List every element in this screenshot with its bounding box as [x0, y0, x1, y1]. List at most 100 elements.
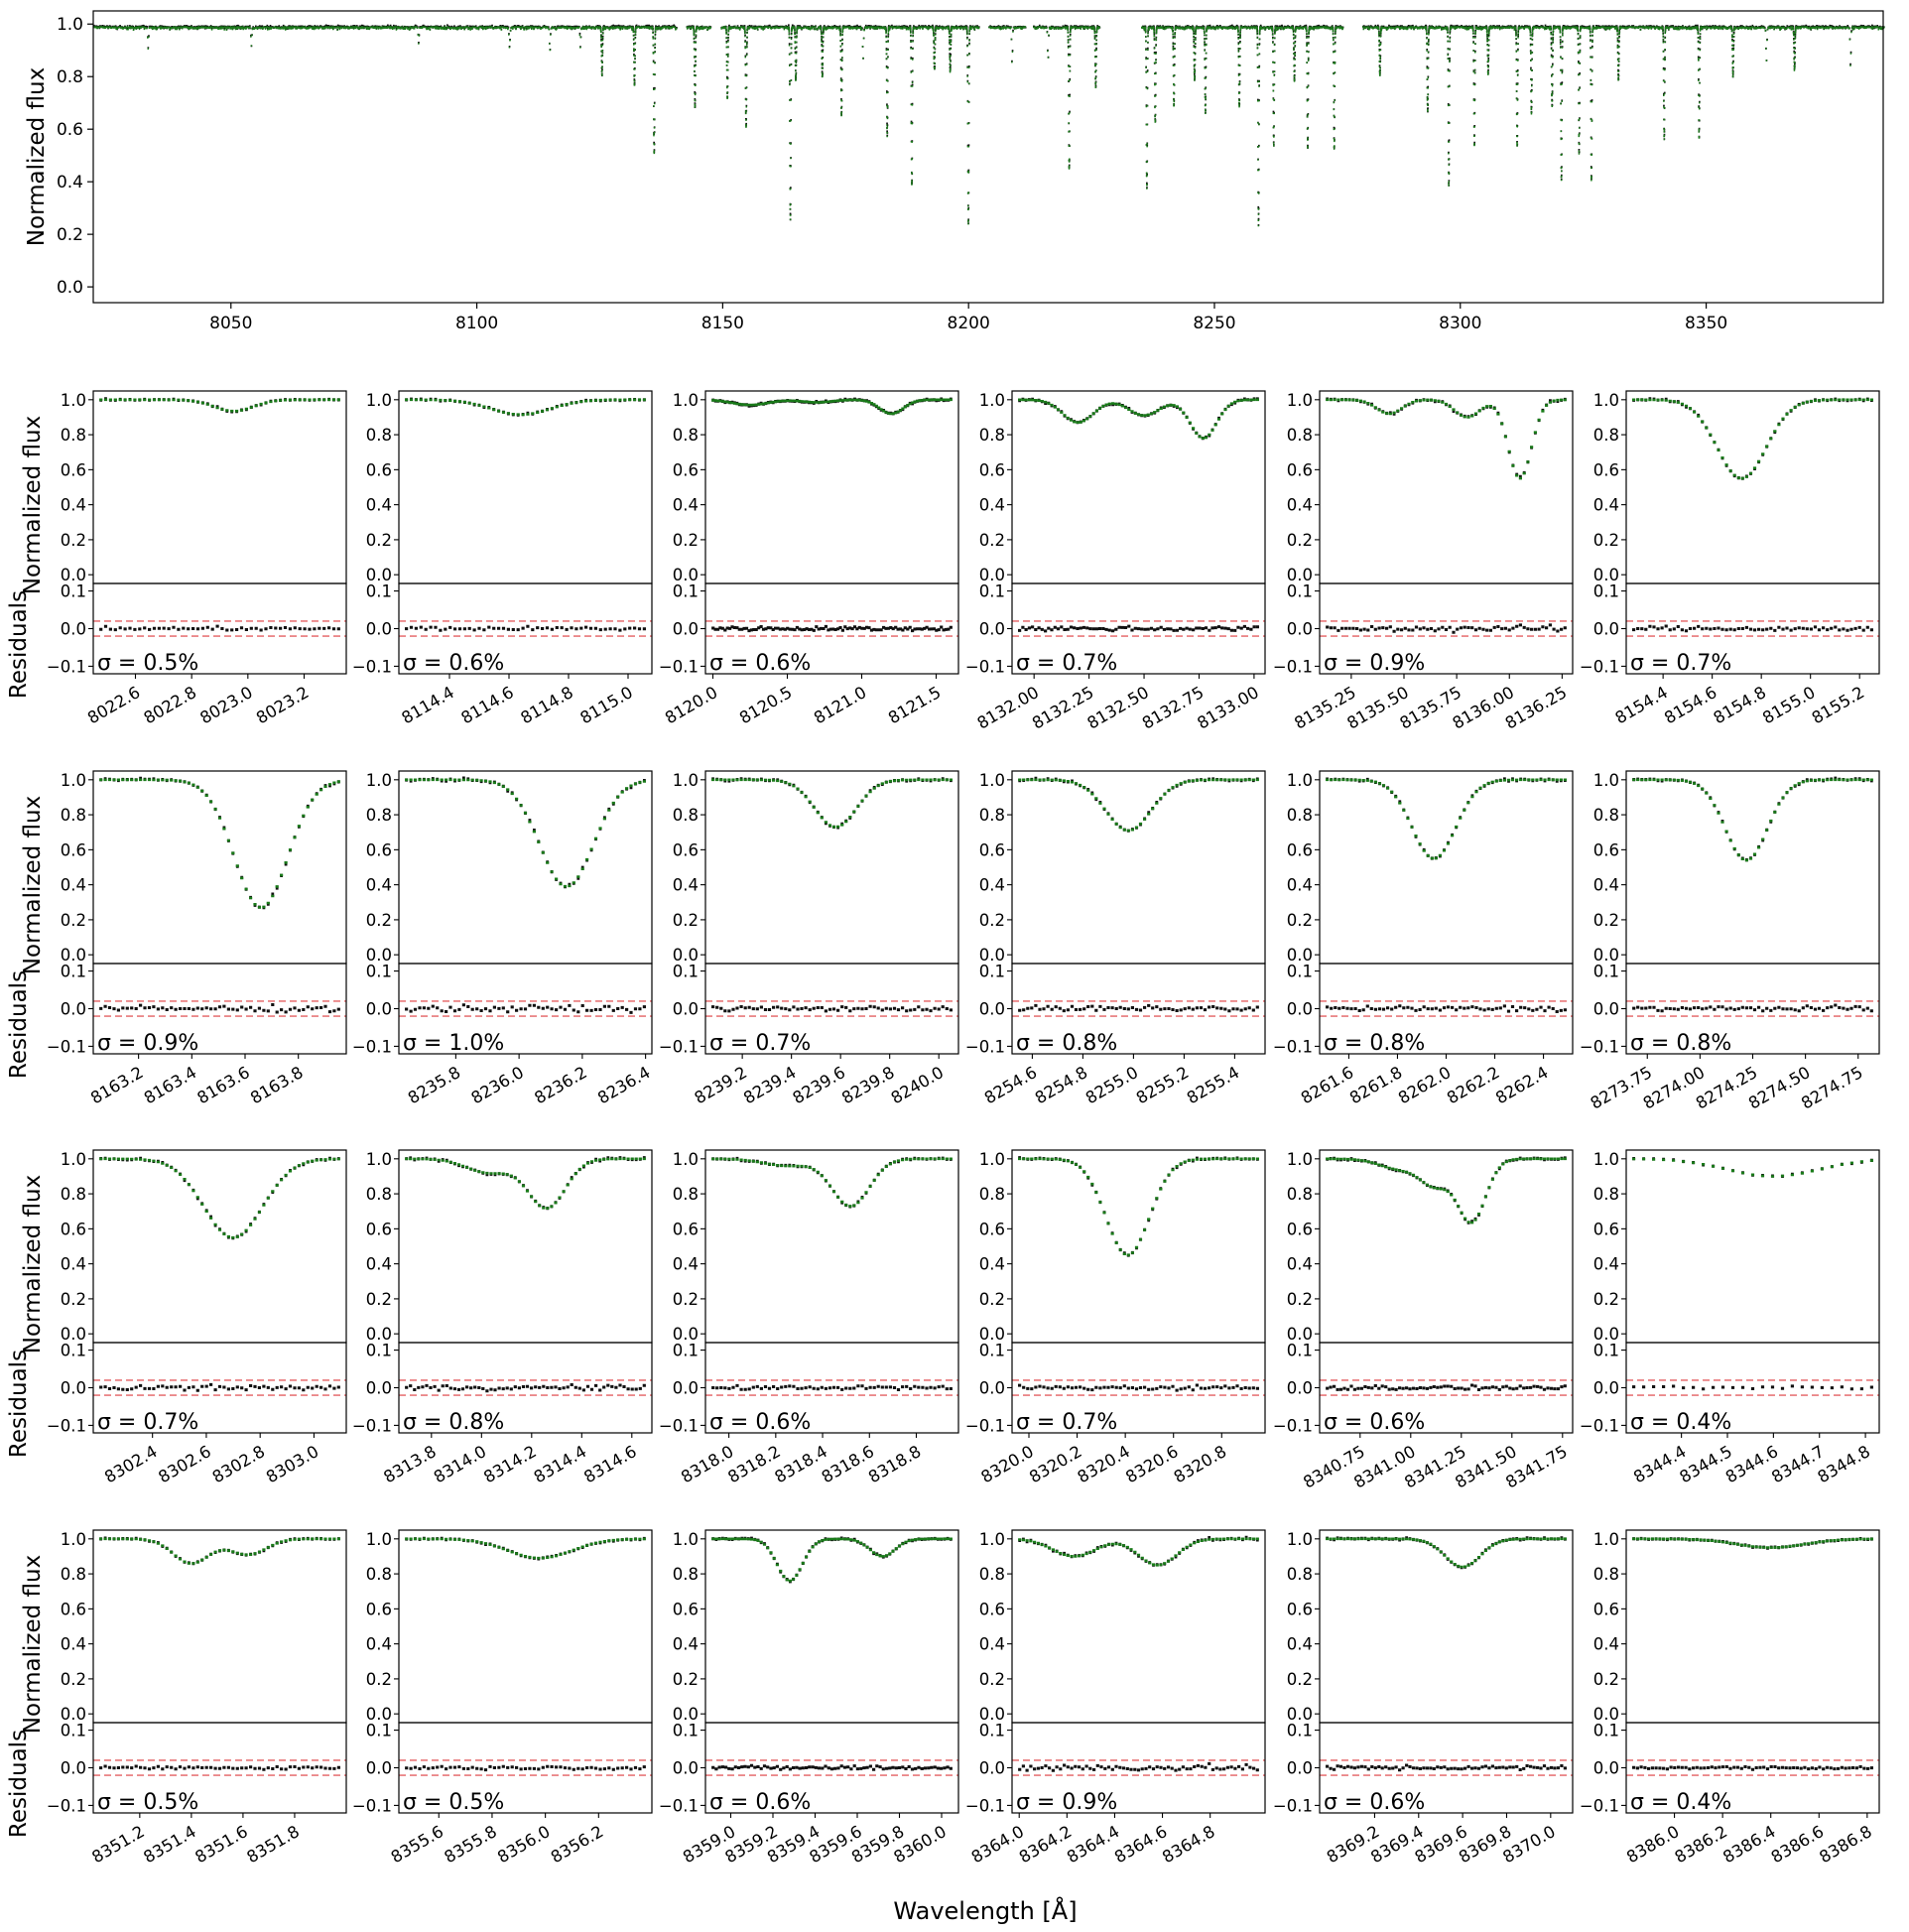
panel-18-flux-ytick-label: 0.0	[1593, 1325, 1619, 1344]
panel-18-flux-frame	[1625, 1149, 1880, 1344]
panel-16-residual-ytick-label: 0.1	[979, 1342, 1005, 1360]
panel-20-residual-points	[405, 1764, 646, 1772]
panel-20-flux-frame	[398, 1529, 653, 1724]
panel-8-flux-ytick-label: 0.8	[366, 806, 392, 825]
panel-12-observed-points	[1632, 776, 1873, 862]
panel-21-flux-ytick-label: 0.2	[673, 1670, 699, 1689]
panel-13-flux-ytick-label: 0.0	[61, 1325, 86, 1344]
panel-6-flux-frame	[1625, 390, 1880, 584]
panel-3-flux-ytick-label: 1.0	[673, 391, 699, 410]
overview-ytick-label: 0.8	[57, 67, 83, 87]
panel-24-xtick-label: 8386.0	[1623, 1822, 1682, 1867]
panel-10-flux-ytick-label: 0.4	[979, 876, 1005, 895]
panel-20-sigma-label: σ = 0.5%	[403, 1790, 504, 1815]
panel-12-flux-frame	[1625, 770, 1880, 965]
panel-11-xtick-label: 8261.6	[1298, 1063, 1356, 1107]
overview-ytick-label: 0.4	[57, 173, 83, 193]
row-4-residual-ylabel: Residuals	[6, 1730, 32, 1838]
panel-17-flux-ytick-label: 0.2	[1287, 1290, 1313, 1309]
panel-2-residual-ytick-label: 0.1	[366, 582, 392, 601]
panel-19-flux-frame	[92, 1529, 347, 1724]
panel-6-residual-ytick-label: 0.1	[1593, 582, 1619, 601]
panel-22-sigma-label: σ = 0.9%	[1016, 1790, 1117, 1815]
panel-17-flux-ytick-label: 0.4	[1287, 1255, 1313, 1274]
panel-16-flux-ytick-label: 0.8	[979, 1185, 1005, 1204]
overview-ytick-label: 0.0	[57, 278, 83, 298]
panel-16-observed-points	[1018, 1156, 1259, 1257]
panel-6-flux-ytick-label: 0.8	[1593, 426, 1619, 445]
panel-8-sigma-label: σ = 1.0%	[403, 1031, 504, 1056]
panel-17-observed-points	[1326, 1156, 1567, 1224]
panel-1-sigma-label: σ = 0.5%	[97, 651, 198, 676]
panel-20-residual-ytick-label: 0.0	[366, 1759, 392, 1778]
panel-22-residual-ytick-label: 0.0	[979, 1759, 1005, 1778]
panel-1-xtick-label: 8023.2	[253, 683, 312, 727]
panel-22-xtick-label: 8364.2	[1016, 1822, 1075, 1867]
panel-21-model-points	[711, 1537, 953, 1583]
panel-9-xtick-label: 8239.8	[838, 1063, 897, 1107]
panel-9-xtick-label: 8239.6	[790, 1063, 848, 1107]
panel-15-residual-points	[711, 1383, 953, 1391]
panel-6-xtick-label: 8154.8	[1711, 683, 1769, 727]
panel-16-residual-points	[1018, 1383, 1259, 1392]
panel-20-flux-ytick-label: 1.0	[366, 1530, 392, 1549]
panel-15-residual-ytick-label: −0.1	[659, 1416, 699, 1435]
panel-8-flux-frame	[398, 770, 653, 965]
panel-22-flux-ytick-label: 0.2	[979, 1670, 1005, 1689]
row-2-residual-ylabel: Residuals	[6, 970, 32, 1079]
panel-20-xtick-label: 8356.2	[548, 1822, 606, 1867]
panel-12-flux-ytick-label: 1.0	[1593, 771, 1619, 790]
panel-22-flux-frame	[1011, 1529, 1266, 1724]
panel-2-observed-points	[405, 397, 646, 417]
panel-9-residual-ytick-label: 0.0	[673, 1000, 699, 1019]
panel-21-flux-ytick-label: 1.0	[673, 1530, 699, 1549]
panel-4-residual-ytick-label: 0.0	[979, 620, 1005, 639]
panel-12-residual-ytick-label: −0.1	[1580, 1037, 1619, 1056]
panel-16-xtick-label: 8320.4	[1075, 1442, 1133, 1486]
panel-18-residual-ytick-label: −0.1	[1580, 1416, 1619, 1435]
panel-13-xtick-label: 8302.6	[155, 1442, 213, 1486]
panel-16-flux-ytick-label: 0.6	[979, 1220, 1005, 1238]
panel-7-flux-ytick-label: 0.6	[61, 840, 86, 859]
panel-14-flux-ytick-label: 0.2	[366, 1290, 392, 1309]
panel-5-sigma-label: σ = 0.9%	[1324, 651, 1425, 676]
panel-13-flux-ytick-label: 0.4	[61, 1255, 86, 1274]
panel-2-xtick-label: 8114.8	[518, 683, 576, 727]
panel-24-flux-frame	[1625, 1529, 1880, 1724]
panel-23-observed-points	[1326, 1536, 1567, 1570]
panel-2-flux-ytick-label: 0.4	[366, 496, 392, 515]
panel-10-flux-ytick-label: 0.2	[979, 911, 1005, 930]
panel-10-xtick-label: 8255.2	[1133, 1063, 1192, 1107]
panel-7-flux-ytick-label: 0.8	[61, 806, 86, 825]
panel-7-flux-ytick-label: 0.0	[61, 946, 86, 965]
row-1-flux-ylabel: Normalized flux	[20, 416, 46, 594]
panel-6-flux-ytick-label: 0.0	[1593, 566, 1619, 584]
panel-9-residual-ytick-label: −0.1	[659, 1037, 699, 1056]
panel-22-xtick-label: 8364.6	[1111, 1822, 1170, 1867]
panel-3-sigma-label: σ = 0.6%	[709, 651, 811, 676]
panel-23-residual-points	[1326, 1763, 1567, 1772]
panel-12-flux-ytick-label: 0.0	[1593, 946, 1619, 965]
panel-3-model-points	[711, 398, 953, 416]
panel-1-flux-ytick-label: 0.0	[61, 566, 86, 584]
panel-9-flux-ytick-label: 0.2	[673, 911, 699, 930]
panel-21-residual-ytick-label: −0.1	[659, 1796, 699, 1815]
panel-22-flux-ytick-label: 0.8	[979, 1565, 1005, 1584]
panel-22-xtick-label: 8364.8	[1159, 1822, 1217, 1867]
panel-11-flux-ytick-label: 0.4	[1287, 876, 1313, 895]
overview-model-points	[93, 26, 1885, 227]
panel-10-residual-ytick-label: −0.1	[965, 1037, 1005, 1056]
panel-6-xtick-label: 8154.6	[1661, 683, 1719, 727]
panel-17-residual-points	[1326, 1383, 1567, 1391]
panel-19-flux-ytick-label: 0.6	[61, 1600, 86, 1618]
panel-15-xtick-label: 8318.0	[678, 1442, 736, 1486]
panel-1-flux-ytick-label: 0.6	[61, 460, 86, 479]
panel-14-flux-ytick-label: 1.0	[366, 1150, 392, 1169]
panel-21-flux-ytick-label: 0.4	[673, 1635, 699, 1654]
panel-17-flux-ytick-label: 1.0	[1287, 1150, 1313, 1169]
panel-1-model-points	[99, 398, 340, 413]
panel-20-xtick-label: 8356.0	[494, 1822, 553, 1867]
panel-2-flux-ytick-label: 1.0	[366, 391, 392, 410]
panel-5-flux-ytick-label: 0.8	[1287, 426, 1313, 445]
